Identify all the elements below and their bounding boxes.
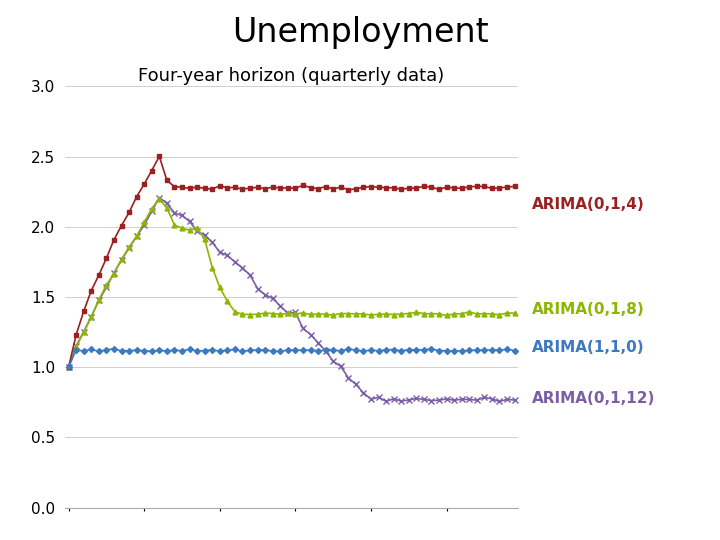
Title: Four-year horizon (quarterly data): Four-year horizon (quarterly data): [138, 67, 445, 85]
Text: ARIMA(0,1,4): ARIMA(0,1,4): [532, 197, 644, 212]
Text: ARIMA(1,1,0): ARIMA(1,1,0): [532, 340, 644, 355]
Text: Unemployment: Unemployment: [232, 16, 488, 49]
Text: ARIMA(0,1,8): ARIMA(0,1,8): [532, 302, 644, 317]
Text: ARIMA(0,1,12): ARIMA(0,1,12): [532, 390, 655, 406]
